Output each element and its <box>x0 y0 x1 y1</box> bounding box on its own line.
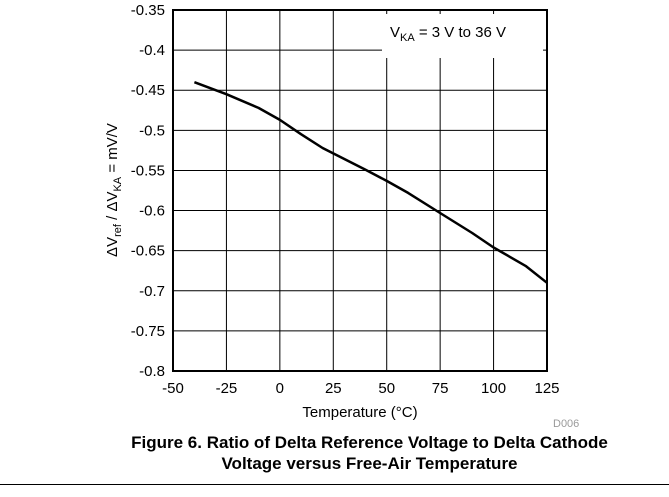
x-tick-label: -25 <box>216 380 238 397</box>
x-tick-label: 125 <box>534 380 559 397</box>
figure-code: D006 <box>553 418 579 430</box>
y-tick-label: -0.7 <box>139 283 165 300</box>
x-tick-label: 75 <box>432 380 449 397</box>
y-tick-label: -0.35 <box>131 2 165 19</box>
y-tick-label: -0.8 <box>139 363 165 380</box>
grid <box>172 9 548 372</box>
x-tick-label: -50 <box>162 380 184 397</box>
y-tick-label: -0.6 <box>139 203 165 220</box>
y-tick-label: -0.55 <box>131 162 165 179</box>
y-tick-labels: -0.35 -0.4 -0.45 -0.5 -0.55 -0.6 -0.65 -0.7 -0.7… <box>131 2 165 380</box>
figure-caption-line-2: Voltage versus Free-Air Temperature <box>221 454 518 473</box>
y-axis-title: ΔVref / ΔVKA = mV/V <box>104 123 124 257</box>
series-line <box>193 81 548 284</box>
x-axis-title: Temperature (°C) <box>302 404 417 421</box>
series <box>193 81 548 284</box>
y-tick-label: -0.45 <box>131 82 165 99</box>
y-tick-label: -0.4 <box>139 42 165 59</box>
x-tick-labels: -50 -25 0 25 50 75 100 125 <box>162 380 559 397</box>
y-tick-label: -0.75 <box>131 323 165 340</box>
figure-caption-line-1: Figure 6. Ratio of Delta Reference Volta… <box>131 433 608 452</box>
bottom-rule <box>0 484 669 485</box>
chart: -0.35 -0.4 -0.45 -0.5 -0.55 -0.6 -0.65 -0.7 -0.7… <box>104 2 579 430</box>
x-tick-label: 0 <box>276 380 284 397</box>
y-tick-label: -0.65 <box>131 243 165 260</box>
annotation: VKA = 3 V to 36 V <box>390 24 506 44</box>
x-tick-label: 100 <box>481 380 506 397</box>
plot-frame <box>172 9 548 372</box>
x-tick-label: 50 <box>378 380 395 397</box>
annotation-background <box>382 14 543 58</box>
x-tick-label: 25 <box>325 380 342 397</box>
y-tick-label: -0.5 <box>139 122 165 139</box>
